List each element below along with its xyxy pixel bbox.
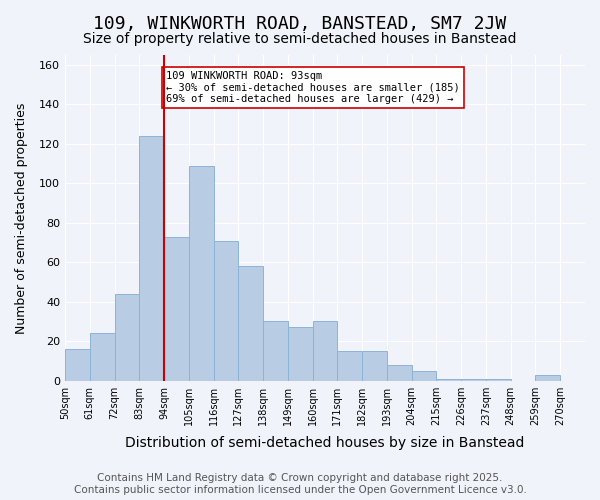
Text: Contains HM Land Registry data © Crown copyright and database right 2025.
Contai: Contains HM Land Registry data © Crown c… (74, 474, 526, 495)
Y-axis label: Number of semi-detached properties: Number of semi-detached properties (15, 102, 28, 334)
Bar (214, 240, 238, 380)
Bar (387, 365, 412, 380)
Bar (164, 236, 189, 380)
Bar (115, 294, 139, 380)
Text: Size of property relative to semi-detached houses in Banstead: Size of property relative to semi-detach… (83, 32, 517, 46)
Bar (139, 136, 164, 380)
Bar (65, 349, 90, 380)
X-axis label: Distribution of semi-detached houses by size in Banstead: Distribution of semi-detached houses by … (125, 436, 525, 450)
Bar (362, 351, 387, 380)
Bar (90, 334, 115, 380)
Text: 109 WINKWORTH ROAD: 93sqm
← 30% of semi-detached houses are smaller (185)
69% of: 109 WINKWORTH ROAD: 93sqm ← 30% of semi-… (166, 71, 460, 104)
Bar (486, 378, 511, 380)
Bar (313, 322, 337, 380)
Bar (461, 378, 486, 380)
Bar (238, 266, 263, 380)
Bar (337, 351, 362, 380)
Text: 109, WINKWORTH ROAD, BANSTEAD, SM7 2JW: 109, WINKWORTH ROAD, BANSTEAD, SM7 2JW (94, 15, 506, 33)
Bar (189, 166, 214, 380)
Bar (412, 371, 436, 380)
Bar (288, 328, 313, 380)
Bar (263, 322, 288, 380)
Bar (535, 374, 560, 380)
Bar (436, 378, 461, 380)
